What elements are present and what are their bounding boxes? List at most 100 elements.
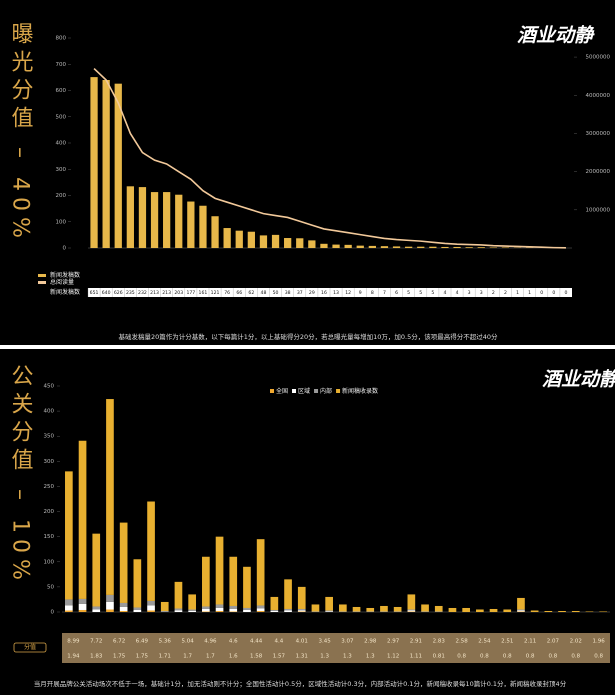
bar-segment: [449, 608, 457, 612]
y2-tick-label: 5000000: [586, 55, 611, 61]
y-tick-label: 400: [44, 409, 55, 415]
table-cell: 6: [395, 290, 398, 296]
score-cell: 6.49: [136, 639, 149, 645]
bar: [151, 192, 158, 248]
bar-segment: [517, 610, 525, 611]
bar-segment: [202, 557, 210, 607]
bar-segment: [366, 608, 374, 612]
bar-segment: [134, 607, 142, 610]
table-cell: 8: [371, 290, 374, 296]
bar-segment: [92, 606, 100, 609]
table-cell: 235: [126, 290, 135, 296]
bar-segment: [339, 611, 347, 612]
score-cell: 0.8: [457, 654, 466, 660]
side-title: 公关分值 – 10%: [8, 364, 34, 586]
bar-segment: [325, 610, 333, 611]
score-cell: 2.54: [478, 639, 491, 645]
y-tick-label: 450: [44, 384, 55, 390]
bar-segment: [175, 582, 183, 609]
note: 当月开展品牌公关活动场次不低于一场，基础计1分，加无活动则不计分；全国性活动计0…: [34, 679, 567, 688]
bar-segment: [312, 611, 320, 612]
bar-segment: [421, 604, 429, 611]
bar-segment: [65, 605, 73, 610]
table-cell: 2: [504, 290, 507, 296]
bar: [272, 235, 279, 248]
table-cell: 76: [224, 290, 230, 296]
bar-segment: [202, 611, 210, 612]
bar-segment: [394, 607, 402, 612]
score-cell: 4.6: [229, 639, 238, 645]
bar-segment: [298, 587, 306, 609]
bar-segment: [65, 599, 73, 605]
bar-segment: [188, 609, 196, 611]
bar: [199, 206, 206, 248]
bar-segment: [257, 539, 265, 605]
score-cell: 0.8: [503, 654, 512, 660]
bar: [490, 247, 497, 248]
bar-segment: [161, 611, 169, 612]
bar-segment: [188, 594, 196, 609]
y2-tick-label: 4000000: [586, 93, 611, 99]
y-tick-label: 0: [51, 610, 55, 616]
bar-segment: [243, 610, 251, 612]
bar-segment: [545, 611, 553, 612]
bar: [163, 192, 170, 248]
table-cell: 161: [199, 290, 208, 296]
bar: [417, 247, 424, 248]
score-cell: 1.31: [296, 654, 308, 660]
bar-segment: [271, 610, 279, 611]
score-cell: 2.11: [524, 639, 536, 645]
bar-segment: [366, 611, 374, 612]
table-cell: 4: [443, 290, 446, 296]
bar-segment: [79, 610, 87, 612]
table-cell: 50: [273, 290, 279, 296]
table-cell: 5: [431, 290, 434, 296]
bar-segment: [271, 611, 279, 612]
table-cell: 66: [236, 290, 242, 296]
y-tick-label: 300: [44, 459, 55, 465]
bar-segment: [284, 610, 292, 612]
score-cell: 1.6: [229, 654, 238, 660]
score-cell: 4.96: [204, 639, 217, 645]
bar-segment: [353, 607, 361, 612]
y-tick-label: 150: [44, 534, 55, 540]
bar-segment: [284, 609, 292, 611]
score-cell: 0.8: [571, 654, 580, 660]
legend-swatch: [38, 281, 46, 284]
score-cell: 7.72: [90, 639, 102, 645]
bar: [308, 240, 315, 248]
bar-segment: [298, 609, 306, 611]
y-tick-label: 500: [56, 114, 67, 120]
score-cell: 1.3: [320, 654, 329, 660]
score-cell: 2.97: [387, 639, 400, 645]
bar-segment: [229, 609, 237, 612]
bar-segment: [284, 579, 292, 609]
table-cell: 2: [492, 290, 495, 296]
bar-segment: [229, 557, 237, 606]
bar-segment: [188, 611, 196, 612]
table-cell: 9: [359, 290, 362, 296]
bar: [381, 246, 388, 248]
bar: [139, 187, 146, 248]
bar-segment: [243, 608, 251, 610]
table-cell: 232: [138, 290, 147, 296]
legend-swatch: [270, 389, 274, 393]
y-tick-label: 350: [44, 434, 55, 440]
y-tick-label: 300: [56, 167, 67, 173]
score-cell: 1.96: [592, 639, 605, 645]
bar-segment: [120, 607, 128, 611]
score-cell: 1.71: [159, 654, 171, 660]
bar-segment: [380, 611, 388, 612]
bar-segment: [216, 537, 224, 605]
bar-segment: [120, 523, 128, 603]
bar: [441, 247, 448, 248]
bar-segment: [476, 609, 484, 612]
bar-segment: [106, 399, 114, 595]
bar-segment: [243, 567, 251, 608]
bar: [248, 232, 255, 248]
bar-segment: [65, 471, 73, 599]
table-cell: 213: [150, 290, 159, 296]
score-cell: 6.72: [113, 639, 125, 645]
bar-segment: [572, 611, 580, 612]
